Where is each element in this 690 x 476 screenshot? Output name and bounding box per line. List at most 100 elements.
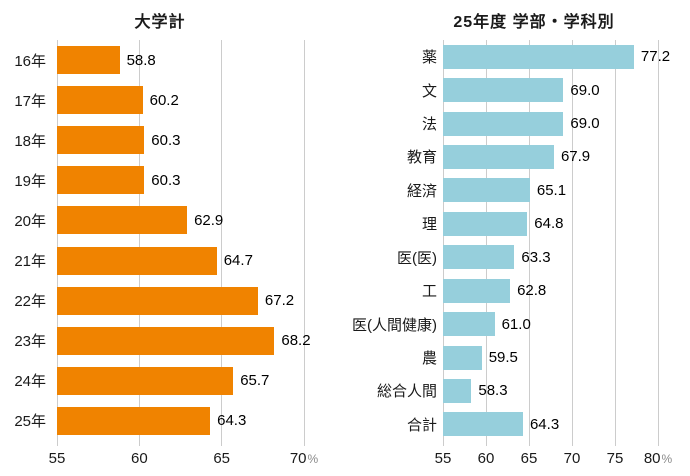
bar-row: 65.7 bbox=[57, 361, 304, 401]
bar bbox=[443, 144, 554, 169]
value-label: 61.0 bbox=[501, 315, 531, 333]
bar-row: 64.3 bbox=[443, 408, 658, 441]
value-label: 77.2 bbox=[640, 48, 671, 66]
bar-row: 60.3 bbox=[57, 120, 304, 160]
rows: 77.2 69.0 69.0 67.9 65.1 64.8 63.3 62.8 61.0 59.5… bbox=[443, 40, 670, 441]
gridline bbox=[614, 40, 616, 446]
category-label: 合計 bbox=[406, 416, 437, 434]
bar bbox=[57, 406, 211, 435]
chart-university-total: 大学計 16年 17年 18年 19年 20年 21年 22年 23年 24年 25年 58.8 6… bbox=[0, 0, 338, 476]
bar bbox=[443, 211, 528, 236]
value-label: 64.3 bbox=[217, 412, 247, 430]
chart-title: 25年度 学部・学科別 bbox=[453, 14, 615, 31]
category-label: 22年 bbox=[14, 293, 46, 311]
bar-row: 64.8 bbox=[443, 207, 658, 240]
axis-unit-label: % bbox=[307, 452, 319, 466]
bar-row: 62.9 bbox=[57, 200, 304, 240]
bar bbox=[57, 366, 234, 395]
gridline bbox=[485, 40, 487, 446]
category-label: 19年 bbox=[14, 172, 46, 190]
category-label: 16年 bbox=[14, 52, 46, 70]
bar bbox=[443, 312, 495, 337]
value-label: 68.2 bbox=[281, 332, 311, 350]
category-label: 経済 bbox=[406, 182, 437, 200]
grid-layer bbox=[442, 40, 659, 446]
axis-tick-label: 80% bbox=[643, 450, 673, 467]
value-label: 60.3 bbox=[151, 131, 181, 149]
gridline bbox=[221, 40, 223, 446]
value-label: 64.3 bbox=[529, 415, 560, 433]
bar-row: 63.3 bbox=[443, 241, 658, 274]
gridline bbox=[657, 40, 659, 446]
value-label: 64.8 bbox=[534, 215, 564, 233]
track: 77.2 69.0 69.0 67.9 65.1 64.8 63.3 62.8 61.0 59.5… bbox=[442, 40, 670, 446]
plot-area: 16年 17年 18年 19年 20年 21年 22年 23年 24年 25年 58.8 60.2 6… bbox=[0, 40, 338, 446]
category-label: 医(医) bbox=[397, 249, 437, 267]
labels-col: 薬文法教育 経済理医(医) 工医(人間健康) 農総合人間 合計 bbox=[338, 40, 443, 441]
value-label: 59.5 bbox=[488, 349, 518, 366]
chart-title: 大学計 bbox=[134, 14, 186, 31]
bar bbox=[443, 44, 634, 69]
category-label: 医(人間健康) bbox=[352, 316, 437, 334]
value-label: 67.2 bbox=[264, 292, 295, 310]
value-label: 64.7 bbox=[223, 252, 253, 270]
bar bbox=[443, 278, 511, 303]
axis-tick-label: 75 bbox=[606, 450, 624, 467]
category-label: 25年 bbox=[14, 413, 46, 431]
category-label: 薬 bbox=[421, 49, 437, 67]
bar bbox=[443, 245, 515, 270]
axis: 55 60 65 70 75 80% bbox=[435, 441, 673, 476]
bar bbox=[443, 111, 564, 136]
gridline bbox=[571, 40, 573, 446]
bar bbox=[57, 126, 145, 155]
gridline bbox=[56, 40, 58, 446]
value-label: 62.8 bbox=[517, 282, 547, 300]
value-label: 65.1 bbox=[536, 181, 567, 199]
value-label: 62.9 bbox=[194, 211, 224, 229]
axis-tick-label: 60 bbox=[130, 450, 148, 467]
bar-row: 64.3 bbox=[57, 401, 304, 441]
bar bbox=[443, 345, 482, 370]
axis-tick-label: 70 bbox=[563, 450, 581, 467]
axis-tick-label: 65 bbox=[213, 450, 230, 467]
bar-row: 68.2 bbox=[57, 321, 311, 361]
bar bbox=[57, 46, 120, 75]
axis: 55 60 65 70% bbox=[49, 441, 319, 476]
bar bbox=[57, 286, 258, 315]
category-label: 総合人間 bbox=[376, 383, 437, 401]
category-label: 教育 bbox=[406, 149, 437, 167]
bar bbox=[443, 78, 564, 103]
bar-row: 77.2 bbox=[443, 40, 670, 73]
category-label: 農 bbox=[421, 350, 437, 367]
value-label: 65.7 bbox=[240, 372, 270, 390]
gridline bbox=[303, 40, 305, 446]
category-label: 理 bbox=[421, 216, 437, 234]
bar bbox=[57, 166, 145, 195]
bar bbox=[443, 378, 472, 403]
value-label: 69.0 bbox=[570, 81, 600, 99]
bar-row: 60.2 bbox=[57, 80, 304, 120]
category-label: 23年 bbox=[14, 333, 46, 351]
gridline bbox=[442, 40, 444, 446]
grid-layer bbox=[56, 40, 305, 446]
category-label: 法 bbox=[421, 116, 437, 134]
axis-unit-label: % bbox=[661, 452, 673, 466]
axis-tick-label: 55 bbox=[48, 450, 66, 467]
value-label: 60.3 bbox=[151, 171, 181, 189]
value-label: 69.0 bbox=[570, 115, 600, 133]
bar bbox=[57, 86, 143, 115]
bar bbox=[57, 246, 217, 275]
bar-row: 67.2 bbox=[57, 281, 304, 321]
axis-tick-label: 55 bbox=[434, 450, 452, 467]
plot-area: 薬文法教育 経済理医(医) 工医(人間健康) 農総合人間 合計 77.2 69.0 69.0… bbox=[338, 40, 690, 446]
category-label: 20年 bbox=[14, 212, 46, 230]
category-label: 17年 bbox=[14, 92, 46, 110]
category-label: 21年 bbox=[14, 253, 46, 271]
category-label: 18年 bbox=[14, 132, 46, 150]
value-label: 67.9 bbox=[560, 148, 591, 166]
bar-row: 58.3 bbox=[443, 374, 658, 407]
bar-row: 60.3 bbox=[57, 160, 304, 200]
chart-faculty-breakdown: 25年度 学部・学科別 薬文法教育 経済理医(医) 工医(人間健康) 農総合人間 合計 … bbox=[338, 0, 690, 476]
gridline bbox=[138, 40, 140, 446]
